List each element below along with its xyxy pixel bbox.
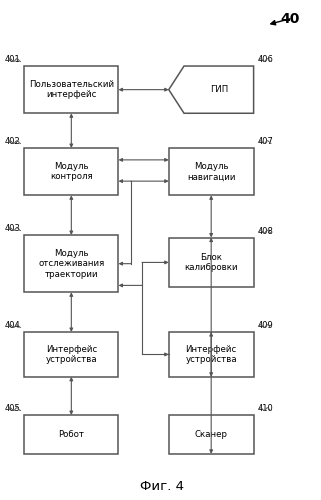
- FancyBboxPatch shape: [24, 332, 118, 377]
- Text: 403: 403: [4, 224, 21, 233]
- Text: 40: 40: [280, 12, 299, 26]
- FancyBboxPatch shape: [24, 235, 118, 292]
- Text: 410: 410: [257, 404, 273, 413]
- Text: Фиг. 4: Фиг. 4: [141, 480, 185, 492]
- Text: 406: 406: [257, 55, 273, 64]
- Text: Интерфейс
устройства: Интерфейс устройства: [185, 344, 237, 364]
- Text: 401: 401: [5, 55, 21, 64]
- FancyBboxPatch shape: [24, 148, 118, 196]
- Text: ГИП: ГИП: [210, 85, 228, 94]
- Text: 405: 405: [5, 404, 21, 413]
- FancyBboxPatch shape: [169, 415, 254, 454]
- Text: 407: 407: [257, 137, 273, 146]
- Text: 408: 408: [257, 226, 273, 235]
- FancyBboxPatch shape: [24, 415, 118, 454]
- Text: Интерфейс
устройства: Интерфейс устройства: [46, 344, 97, 364]
- FancyBboxPatch shape: [169, 238, 254, 288]
- Text: Модуль
контроля: Модуль контроля: [50, 162, 93, 182]
- Text: 402: 402: [5, 137, 21, 146]
- Text: Блок
калибровки: Блок калибровки: [184, 252, 238, 272]
- Text: Пользовательский
интерфейс: Пользовательский интерфейс: [29, 80, 114, 100]
- Polygon shape: [169, 66, 254, 114]
- Text: 409: 409: [257, 321, 273, 330]
- Text: 404: 404: [5, 321, 21, 330]
- FancyBboxPatch shape: [169, 332, 254, 377]
- Text: Модуль
навигации: Модуль навигации: [187, 162, 235, 182]
- FancyBboxPatch shape: [169, 148, 254, 196]
- FancyBboxPatch shape: [24, 66, 118, 114]
- Text: Робот: Робот: [58, 430, 84, 439]
- Text: Модуль
отслеживания
траектории: Модуль отслеживания траектории: [38, 249, 104, 278]
- Text: Сканер: Сканер: [195, 430, 228, 439]
